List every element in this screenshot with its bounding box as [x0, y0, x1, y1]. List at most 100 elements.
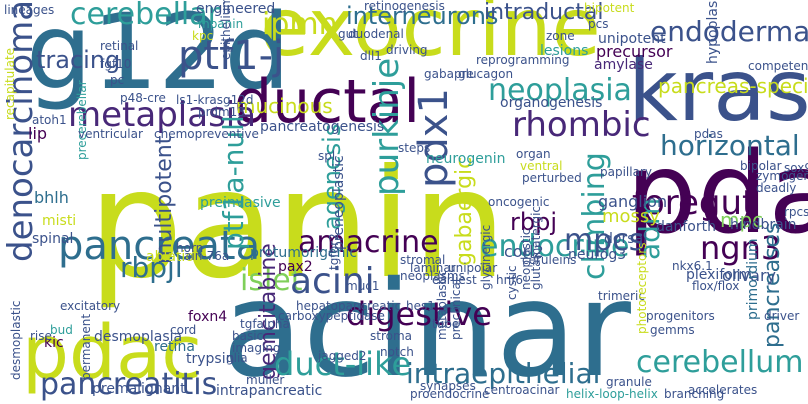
- word-primordium: primordium: [745, 238, 761, 320]
- word-ventral: ventral: [520, 159, 563, 173]
- word-centroacinar: centroacinar: [484, 383, 560, 397]
- word-neoplasms: neoplasms: [400, 269, 465, 283]
- word-protumorigenic: protumorigenic: [250, 245, 358, 261]
- word-epithelium: epithelium: [219, 0, 233, 60]
- word-flox/flox: flox/flox: [692, 279, 740, 293]
- word-zymogen: zymogen: [756, 169, 808, 183]
- word-pancreatitis: pancreatitis: [40, 367, 218, 402]
- word-foxn4: foxn4: [188, 309, 228, 325]
- word-notch: notch: [380, 345, 414, 359]
- word-bhlh: bhlh: [34, 188, 69, 207]
- word-pc: pc: [110, 73, 125, 87]
- word-hes1: hes1: [406, 299, 435, 313]
- word-sox9: sox9: [784, 161, 808, 175]
- word-ventricular: ventricular: [78, 127, 143, 141]
- word-progenitors: progenitors: [646, 309, 715, 323]
- word-proendocrine: proendocrine: [410, 387, 490, 401]
- word-imaging: imaging: [232, 341, 281, 355]
- word-rhombic: rhombic: [512, 105, 651, 145]
- word-digestive: digestive: [346, 295, 492, 333]
- word-neurog3: neurog3: [568, 247, 627, 263]
- word-reprogramming: reprogramming: [476, 53, 570, 67]
- word-mucinous: mucinous: [236, 94, 333, 118]
- word-dorsal: dorsal: [604, 231, 647, 247]
- word-chemopreventive: chemopreventive: [154, 127, 259, 141]
- word-acini: acini: [290, 261, 375, 302]
- word-granule: granule: [606, 375, 652, 389]
- word-hnf6: hnf6: [496, 273, 524, 287]
- word-acinar: acinar: [222, 253, 631, 404]
- word-competence: competence: [748, 59, 808, 73]
- word-tracing: tracing: [36, 46, 121, 74]
- word-ain-76a: ain-76a: [184, 249, 230, 263]
- word-pdac: pdac: [22, 310, 202, 396]
- word-endodermal: endodermal: [650, 15, 808, 48]
- word-bipolar: bipolar: [740, 159, 782, 173]
- word-hypoplasia: hypoplasia: [705, 0, 721, 64]
- word-pcs: pcs: [588, 17, 609, 31]
- word-zone: zone: [546, 29, 575, 43]
- word-lesions: lesions: [540, 43, 589, 59]
- word-ganglion: ganglion: [598, 192, 668, 211]
- word-muller: muller: [246, 373, 285, 387]
- word-precursor: precursor: [596, 42, 673, 61]
- word-synapses: synapses: [420, 379, 476, 393]
- word-intrapancreatic: intrapancreatic: [216, 383, 323, 399]
- word-glucagon: glucagon: [458, 67, 514, 81]
- word-stromal: stromal: [400, 253, 446, 267]
- word-rise: rise: [30, 329, 52, 343]
- word-ablation: ablation: [146, 249, 203, 265]
- word-laminar: laminar: [410, 261, 456, 275]
- word-trimeric: trimeric: [598, 289, 645, 303]
- word-mpc: mpc: [720, 208, 764, 232]
- word-ceruleins: ceruleins: [522, 253, 577, 267]
- word-pancreatogenesis: pancreatogenesis: [260, 119, 385, 135]
- word-amylase: amylase: [594, 57, 653, 73]
- word-oncogenic: oncogenic: [488, 195, 550, 209]
- word-exocrine: exocrine: [260, 0, 601, 74]
- word-driving: driving: [386, 43, 428, 57]
- word-tgfalpha: tgfalpha: [240, 317, 290, 331]
- word-ptf1-j: ptf1-j: [178, 33, 285, 79]
- word-deadly: deadly: [756, 181, 797, 195]
- word-ductal: ductal: [234, 67, 421, 137]
- word-foregut: foregut: [632, 183, 756, 223]
- word-mpcs: mpcs: [564, 223, 645, 258]
- word-danforth: danforth: [656, 219, 716, 235]
- word-pax2: pax2: [278, 259, 313, 275]
- word-retina: retina: [154, 339, 195, 355]
- word-photoreceptors: photoreceptors: [635, 242, 649, 335]
- word-duct-like: duct-like: [274, 345, 412, 383]
- word-pancreata: pancreata: [58, 223, 261, 269]
- word-islet: islet: [240, 263, 303, 298]
- word-atoh1: atoh1: [32, 113, 67, 127]
- word-excitatory: excitatory: [60, 299, 121, 313]
- word-lip: lip: [28, 124, 48, 143]
- word-preinvasive: preinvasive: [200, 195, 281, 211]
- word-engineered: engineered: [196, 1, 276, 17]
- word-g12d: g12d: [26, 0, 291, 113]
- word-p48-cre: p48-cre: [120, 91, 166, 105]
- word-glutamatergic: glutamatergic: [529, 205, 543, 290]
- word-multipotent: multipotent: [152, 135, 177, 264]
- word-mpanin: mpanin: [198, 17, 244, 31]
- word-glia: glia: [226, 351, 248, 365]
- word-misti: misti: [42, 213, 77, 229]
- word-accelerates: accelerates: [688, 383, 758, 397]
- word-perturbed: perturbed: [522, 171, 582, 185]
- word-hepatopancreatic: hepatopancreatic: [296, 299, 402, 313]
- word-cerebellum: cerebellum: [636, 345, 804, 380]
- word-precerebellar: precerebellar: [75, 80, 89, 160]
- word-prdm13: prdm13: [198, 105, 245, 119]
- word-rbpj: rbpj: [510, 208, 558, 236]
- word-olivary: olivary: [722, 266, 776, 285]
- word-helix-loop-helix: helix-loop-helix: [566, 387, 658, 401]
- word-horizontal: horizontal: [660, 129, 800, 162]
- word-spinal: spinal: [32, 231, 74, 247]
- word-plexiform: plexiform: [686, 267, 752, 283]
- word-cord: cord: [170, 323, 197, 337]
- word-neurogenin: neurogenin: [426, 151, 506, 167]
- word-stroma: stroma: [370, 329, 413, 343]
- word-metaplasia: metaplasia: [68, 95, 257, 135]
- word-earliest: earliest: [432, 273, 477, 287]
